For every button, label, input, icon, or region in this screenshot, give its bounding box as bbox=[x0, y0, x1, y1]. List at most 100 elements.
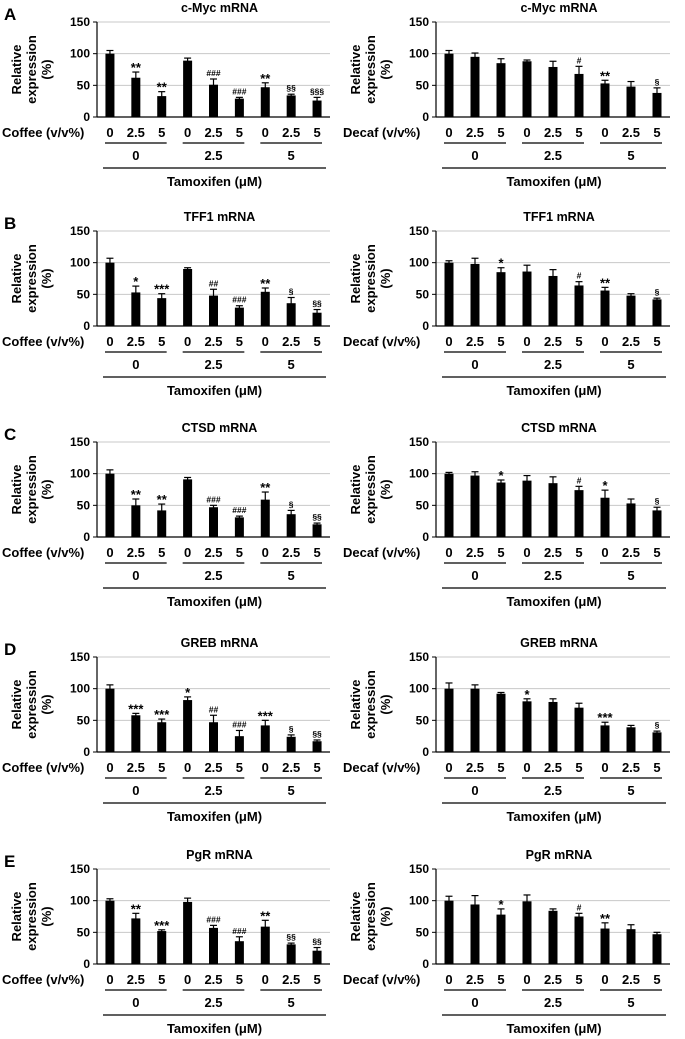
chart-e-coffee-ytick-label: 0 bbox=[83, 957, 90, 971]
chart-d-coffee-category-label: 5 bbox=[313, 760, 320, 775]
chart-e-decaf-bar bbox=[496, 914, 506, 964]
chart-c-decaf-bar bbox=[444, 473, 454, 537]
chart-d-decaf-ylabel: Relative bbox=[348, 680, 363, 730]
chart-d-coffee-category-label: 0 bbox=[106, 760, 113, 775]
chart-d-decaf-category-label: 0 bbox=[523, 760, 530, 775]
chart-b-coffee-title: TFF1 mRNA bbox=[184, 210, 256, 224]
chart-e-decaf-significance-label: # bbox=[577, 902, 582, 912]
chart-e-coffee-category-label: 5 bbox=[236, 972, 243, 987]
chart-d-decaf-significance-label: * bbox=[524, 687, 530, 702]
chart-d-coffee-category-label: 0 bbox=[184, 760, 191, 775]
chart-a-decaf-bar bbox=[522, 61, 532, 117]
chart-d-coffee-ytick-label: 50 bbox=[77, 713, 91, 727]
chart-c-coffee-significance-label: ### bbox=[232, 505, 246, 515]
chart-b-coffee-category-label: 2.5 bbox=[282, 334, 300, 349]
chart-d-decaf-bar bbox=[626, 727, 636, 752]
chart-d-coffee-category-label: 2.5 bbox=[127, 760, 145, 775]
chart-e-coffee-significance-label: ### bbox=[206, 914, 220, 924]
chart-e-decaf-category-label: 0 bbox=[445, 972, 452, 987]
chart-b-coffee-group-label: 2.5 bbox=[204, 357, 222, 372]
chart-e-coffee-significance-label: ** bbox=[131, 901, 142, 916]
chart-c-coffee-bar bbox=[286, 514, 296, 537]
chart-c-coffee-significance-label: § bbox=[289, 499, 294, 509]
chart-c-coffee-significance-label: ** bbox=[157, 492, 168, 507]
chart-e-decaf-category-label: 5 bbox=[497, 972, 504, 987]
chart-b-coffee-group-label: 5 bbox=[288, 357, 295, 372]
chart-a-coffee-significance-label: ### bbox=[232, 86, 246, 96]
chart-c-decaf-category-label: 0 bbox=[445, 545, 452, 560]
chart-c-decaf-ytick-label: 150 bbox=[409, 435, 429, 449]
chart-a-coffee-ytick-label: 150 bbox=[70, 15, 90, 29]
chart-c-coffee-bar bbox=[209, 507, 218, 537]
chart-b-coffee-category-label: 5 bbox=[236, 334, 243, 349]
chart-d-coffee-ytick-label: 100 bbox=[70, 682, 90, 696]
chart-e-decaf-category-label: 5 bbox=[575, 972, 582, 987]
chart-c-decaf-bar bbox=[548, 483, 558, 537]
chart-c-coffee-ytick-label: 100 bbox=[70, 467, 90, 481]
chart-e-coffee-group-label: 0 bbox=[132, 995, 139, 1010]
chart-c-coffee-significance-label: ** bbox=[260, 480, 271, 495]
chart-e-decaf-bar bbox=[652, 934, 662, 964]
chart-c-decaf-ylabel: expression bbox=[363, 455, 378, 524]
chart-a-decaf-group-label: 2.5 bbox=[544, 148, 562, 163]
chart-b-decaf-category-label: 5 bbox=[497, 334, 504, 349]
chart-e-decaf-category-label: 2.5 bbox=[466, 972, 484, 987]
chart-b-decaf-ytick-label: 150 bbox=[409, 224, 429, 238]
chart-c-coffee-bar bbox=[157, 510, 167, 537]
chart-e-decaf-ytick-label: 150 bbox=[409, 862, 429, 876]
chart-c-coffee-category-label: 0 bbox=[262, 545, 269, 560]
chart-d-decaf-category-label: 5 bbox=[575, 760, 582, 775]
chart-b-decaf-ytick-label: 50 bbox=[416, 287, 430, 301]
chart-e-coffee-category-label: 2.5 bbox=[282, 972, 300, 987]
chart-d-decaf-category-label: 5 bbox=[497, 760, 504, 775]
chart-b-decaf-category-label: 0 bbox=[523, 334, 530, 349]
chart-d-decaf-bar bbox=[470, 688, 480, 752]
chart-b-decaf-bar bbox=[496, 272, 506, 326]
chart-a-coffee-row-label: Coffee (v/v%) bbox=[2, 125, 84, 140]
chart-c-decaf-category-label: 2.5 bbox=[622, 545, 640, 560]
chart-a-decaf-ylabel: (%) bbox=[378, 59, 393, 79]
chart-c-coffee-bar bbox=[131, 505, 141, 537]
chart-d-decaf-title: GREB mRNA bbox=[520, 636, 598, 650]
chart-d-decaf-ylabel: (%) bbox=[378, 694, 393, 714]
chart-b-coffee-ytick-label: 50 bbox=[77, 287, 91, 301]
chart-e-decaf-bar bbox=[548, 910, 558, 964]
chart-a-coffee-ytick-label: 100 bbox=[70, 47, 90, 61]
chart-a-decaf-category-label: 0 bbox=[445, 125, 452, 140]
chart-d-coffee-bar bbox=[286, 736, 296, 752]
chart-c-decaf-ylabel: (%) bbox=[378, 479, 393, 499]
chart-a-decaf-category-label: 2.5 bbox=[544, 125, 562, 140]
chart-a-coffee-bar bbox=[157, 96, 167, 117]
chart-a-coffee-significance-label: ** bbox=[260, 71, 271, 86]
chart-c-coffee-category-label: 2.5 bbox=[127, 545, 145, 560]
chart-c-decaf-category-label: 5 bbox=[653, 545, 660, 560]
chart-e-coffee-bar bbox=[234, 941, 244, 964]
chart-c-coffee-bar bbox=[105, 473, 115, 537]
chart-e-coffee-bar bbox=[183, 901, 193, 964]
chart-b-decaf-category-label: 0 bbox=[601, 334, 608, 349]
chart-a-coffee-category-label: 2.5 bbox=[204, 125, 222, 140]
chart-b-decaf-ylabel: (%) bbox=[378, 268, 393, 288]
chart-e-decaf-group-label: 2.5 bbox=[544, 995, 562, 1010]
chart-d-decaf-ytick-label: 100 bbox=[409, 682, 429, 696]
chart-d-coffee-category-label: 2.5 bbox=[282, 760, 300, 775]
chart-d-decaf-ytick-label: 0 bbox=[422, 745, 429, 759]
chart-a-coffee-significance-label: §§§ bbox=[310, 86, 324, 96]
chart-d-coffee-significance-label: *** bbox=[154, 707, 170, 722]
chart-b-decaf-significance-label: § bbox=[655, 287, 660, 297]
chart-a-decaf-category-label: 2.5 bbox=[466, 125, 484, 140]
chart-d-coffee-category-label: 5 bbox=[158, 760, 165, 775]
chart-c-coffee-category-label: 0 bbox=[184, 545, 191, 560]
chart-a-coffee-category-label: 0 bbox=[184, 125, 191, 140]
panel-letter-d: D bbox=[4, 640, 16, 659]
chart-d-decaf-category-label: 5 bbox=[653, 760, 660, 775]
chart-d-coffee-ytick-label: 0 bbox=[83, 745, 90, 759]
chart-b-coffee-row-label: Coffee (v/v%) bbox=[2, 334, 84, 349]
chart-b-coffee-significance-label: §§ bbox=[312, 299, 322, 309]
chart-b-decaf-category-label: 5 bbox=[575, 334, 582, 349]
chart-d-coffee-group-label: 5 bbox=[288, 783, 295, 798]
chart-b-coffee-category-label: 5 bbox=[158, 334, 165, 349]
chart-a-coffee-bar bbox=[312, 100, 322, 117]
chart-e-coffee-ylabel: expression bbox=[24, 882, 39, 951]
